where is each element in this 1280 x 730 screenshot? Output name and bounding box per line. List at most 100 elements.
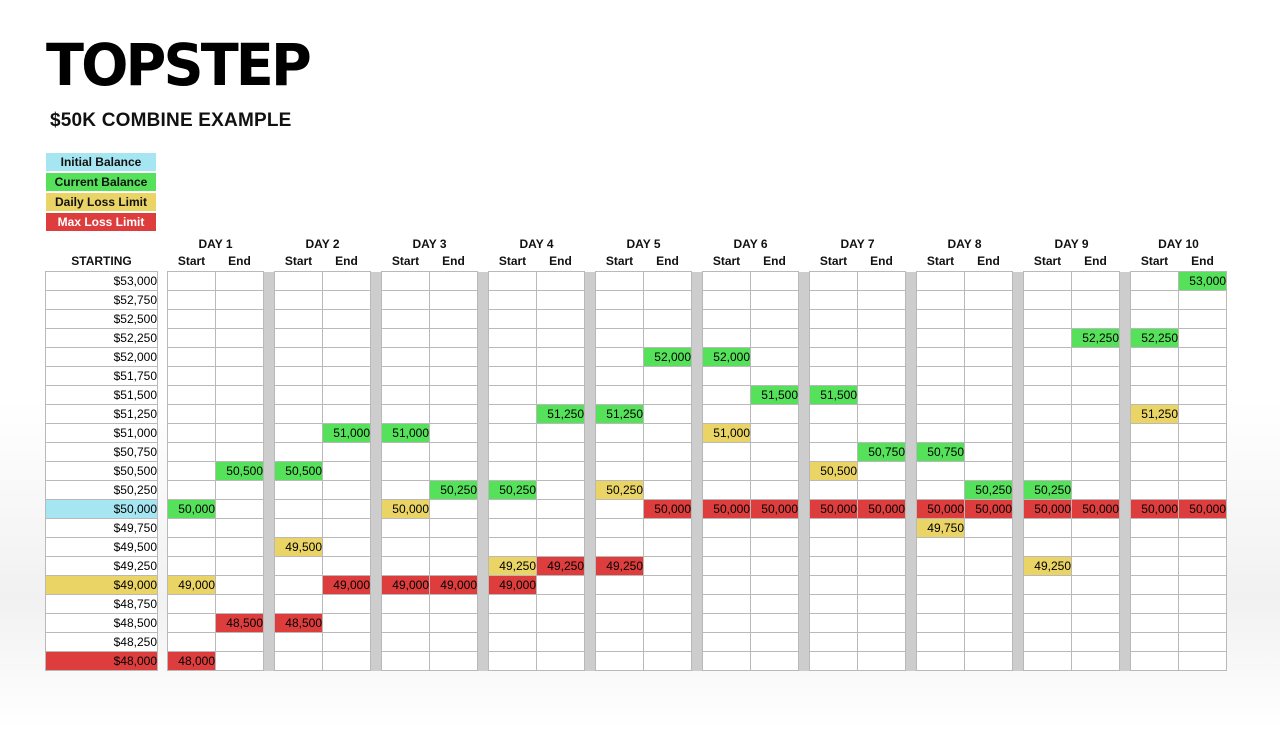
day-separator — [263, 271, 275, 291]
grid-row: $49,500 49,500 — [45, 537, 1227, 557]
day-separator — [263, 423, 275, 443]
end-cell — [964, 423, 1013, 443]
starting-balance-label: $48,500 — [45, 613, 158, 633]
day-separator — [158, 310, 168, 329]
end-cell — [536, 575, 585, 595]
day-separator — [370, 461, 382, 481]
start-cell — [702, 271, 751, 291]
day-header: DAY 5 — [626, 237, 661, 251]
max-balance-cell: 49,250 — [595, 556, 644, 576]
start-cell — [381, 613, 430, 633]
day-separator — [905, 651, 917, 671]
day-separator — [798, 290, 810, 310]
start-cell — [1130, 537, 1179, 557]
max-balance-cell: 48,500 — [215, 613, 264, 633]
start-cell — [595, 632, 644, 652]
start-cell — [595, 651, 644, 671]
day-separator — [798, 347, 810, 367]
end-cell — [1178, 480, 1227, 500]
day-separator — [370, 366, 382, 386]
start-cell — [595, 499, 644, 519]
start-cell — [274, 328, 323, 348]
day-separator — [1119, 461, 1131, 481]
topstep-logo: TOPSTEP — [46, 31, 312, 99]
day-separator — [584, 385, 596, 405]
day-separator — [158, 538, 168, 557]
start-cell — [809, 632, 858, 652]
current-balance-cell: 50,250 — [488, 480, 537, 500]
day-separator — [905, 575, 917, 595]
end-cell — [750, 480, 799, 500]
start-cell — [702, 632, 751, 652]
day-separator — [477, 651, 489, 671]
day-separator — [798, 404, 810, 424]
day-separator — [370, 290, 382, 310]
day-separator — [263, 366, 275, 386]
end-cell — [215, 423, 264, 443]
end-cell — [857, 461, 906, 481]
day-separator — [1119, 366, 1131, 386]
start-cell — [1130, 575, 1179, 595]
end-cell — [750, 537, 799, 557]
start-cell — [274, 423, 323, 443]
end-cell — [536, 651, 585, 671]
day-separator — [263, 461, 275, 481]
end-cell — [857, 385, 906, 405]
end-cell — [1178, 366, 1227, 386]
header-gap — [906, 231, 917, 251]
end-cell — [964, 613, 1013, 633]
start-cell — [1023, 442, 1072, 462]
start-cell — [381, 347, 430, 367]
end-cell — [536, 442, 585, 462]
end-cell — [215, 271, 264, 291]
start-cell — [595, 613, 644, 633]
end-cell — [964, 518, 1013, 538]
day-separator — [691, 290, 703, 310]
day-separator — [1119, 290, 1131, 310]
day-separator — [263, 442, 275, 462]
start-cell — [167, 537, 216, 557]
grid-row: $49,750 49,750 — [45, 518, 1227, 538]
day-separator — [691, 404, 703, 424]
day-separator — [477, 271, 489, 291]
day-separator — [691, 651, 703, 671]
day-separator — [905, 518, 917, 538]
end-cell — [429, 404, 478, 424]
end-cell — [429, 461, 478, 481]
end-cell — [964, 594, 1013, 614]
day-separator — [477, 480, 489, 500]
day-separator — [691, 423, 703, 443]
day-separator — [1012, 480, 1024, 500]
day-separator — [691, 442, 703, 462]
day-separator — [1119, 385, 1131, 405]
end-cell — [536, 461, 585, 481]
day-separator — [584, 366, 596, 386]
grid-row: $51,000 51,000 51,000 51,000 — [45, 423, 1227, 443]
end-header: End — [870, 254, 893, 268]
grid-row: $50,750 50,750 50,750 — [45, 442, 1227, 462]
start-cell — [1130, 556, 1179, 576]
start-cell — [702, 575, 751, 595]
end-cell — [857, 347, 906, 367]
header-gap — [799, 251, 810, 272]
starting-balance-label: $51,750 — [45, 366, 158, 386]
day-separator — [1012, 366, 1024, 386]
end-cell — [964, 651, 1013, 671]
start-cell — [274, 290, 323, 310]
start-cell — [702, 651, 751, 671]
header-gap — [158, 231, 168, 251]
day-separator — [1119, 499, 1131, 519]
day-separator — [1012, 632, 1024, 652]
start-cell — [1023, 632, 1072, 652]
end-cell — [964, 347, 1013, 367]
day-separator — [584, 632, 596, 652]
end-cell — [429, 499, 478, 519]
starting-balance-label: $52,750 — [45, 290, 158, 310]
start-cell — [274, 385, 323, 405]
start-cell — [381, 271, 430, 291]
header-spacer — [46, 231, 158, 251]
starting-balance-label: $52,000 — [45, 347, 158, 367]
day-separator — [370, 385, 382, 405]
start-cell — [488, 423, 537, 443]
start-cell — [274, 575, 323, 595]
